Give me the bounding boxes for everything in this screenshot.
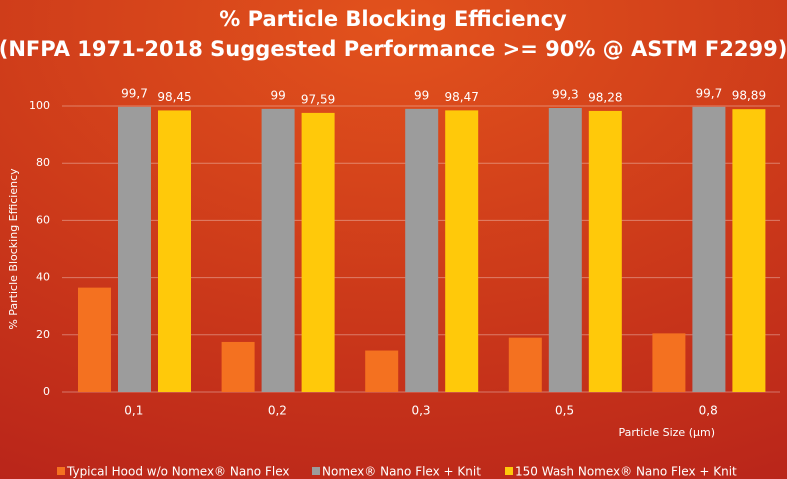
y-tick-label: 80 <box>36 156 50 169</box>
y-tick-label: 100 <box>29 99 50 112</box>
legend-swatch <box>312 467 320 475</box>
data-label: 97,59 <box>301 92 335 106</box>
chart-subtitle: (NFPA 1971-2018 Suggested Performance >=… <box>0 37 787 61</box>
bar <box>445 110 479 393</box>
x-tick-label: 0,8 <box>699 404 718 418</box>
bar <box>548 108 582 392</box>
data-label: 99,7 <box>696 86 723 100</box>
bar <box>652 333 686 392</box>
bar <box>732 109 766 393</box>
x-tick-label: 0,2 <box>268 404 287 418</box>
x-axis-title: Particle Size (µm) <box>618 426 715 439</box>
x-tick-label: 0,3 <box>411 404 430 418</box>
data-label: 98,45 <box>157 90 191 104</box>
legend-swatch <box>505 467 513 475</box>
bar <box>508 337 542 392</box>
data-label: 99,3 <box>552 88 579 102</box>
x-tick-label: 0,5 <box>555 404 574 418</box>
data-label: 99 <box>414 88 429 102</box>
chart-title: % Particle Blocking Efficiency <box>219 7 567 31</box>
legend-label: Nomex® Nano Flex + Knit <box>322 465 481 479</box>
bar <box>588 110 622 393</box>
bar <box>261 108 295 393</box>
y-axis-title: % Particle Blocking Efficiency <box>7 168 20 330</box>
x-tick-label: 0,1 <box>124 404 143 418</box>
bar <box>78 287 111 392</box>
bar <box>118 106 151 392</box>
bar <box>405 108 439 393</box>
bar <box>158 110 191 393</box>
legend-label: Typical Hood w/o Nomex® Nano Flex <box>66 465 289 479</box>
y-tick-label: 20 <box>36 328 50 341</box>
bar <box>301 112 335 392</box>
data-label: 98,28 <box>588 90 622 104</box>
legend-label: 150 Wash Nomex® Nano Flex + Knit <box>515 465 737 479</box>
y-tick-label: 60 <box>36 213 50 226</box>
bar <box>221 341 255 392</box>
legend-swatch <box>57 467 65 475</box>
y-tick-label: 0 <box>43 385 50 398</box>
y-tick-label: 40 <box>36 271 50 284</box>
data-label: 99,7 <box>121 86 148 100</box>
bar <box>692 106 726 392</box>
data-label: 98,89 <box>732 89 766 103</box>
bar <box>365 350 399 392</box>
data-label: 98,47 <box>445 90 479 104</box>
data-label: 99 <box>270 88 285 102</box>
